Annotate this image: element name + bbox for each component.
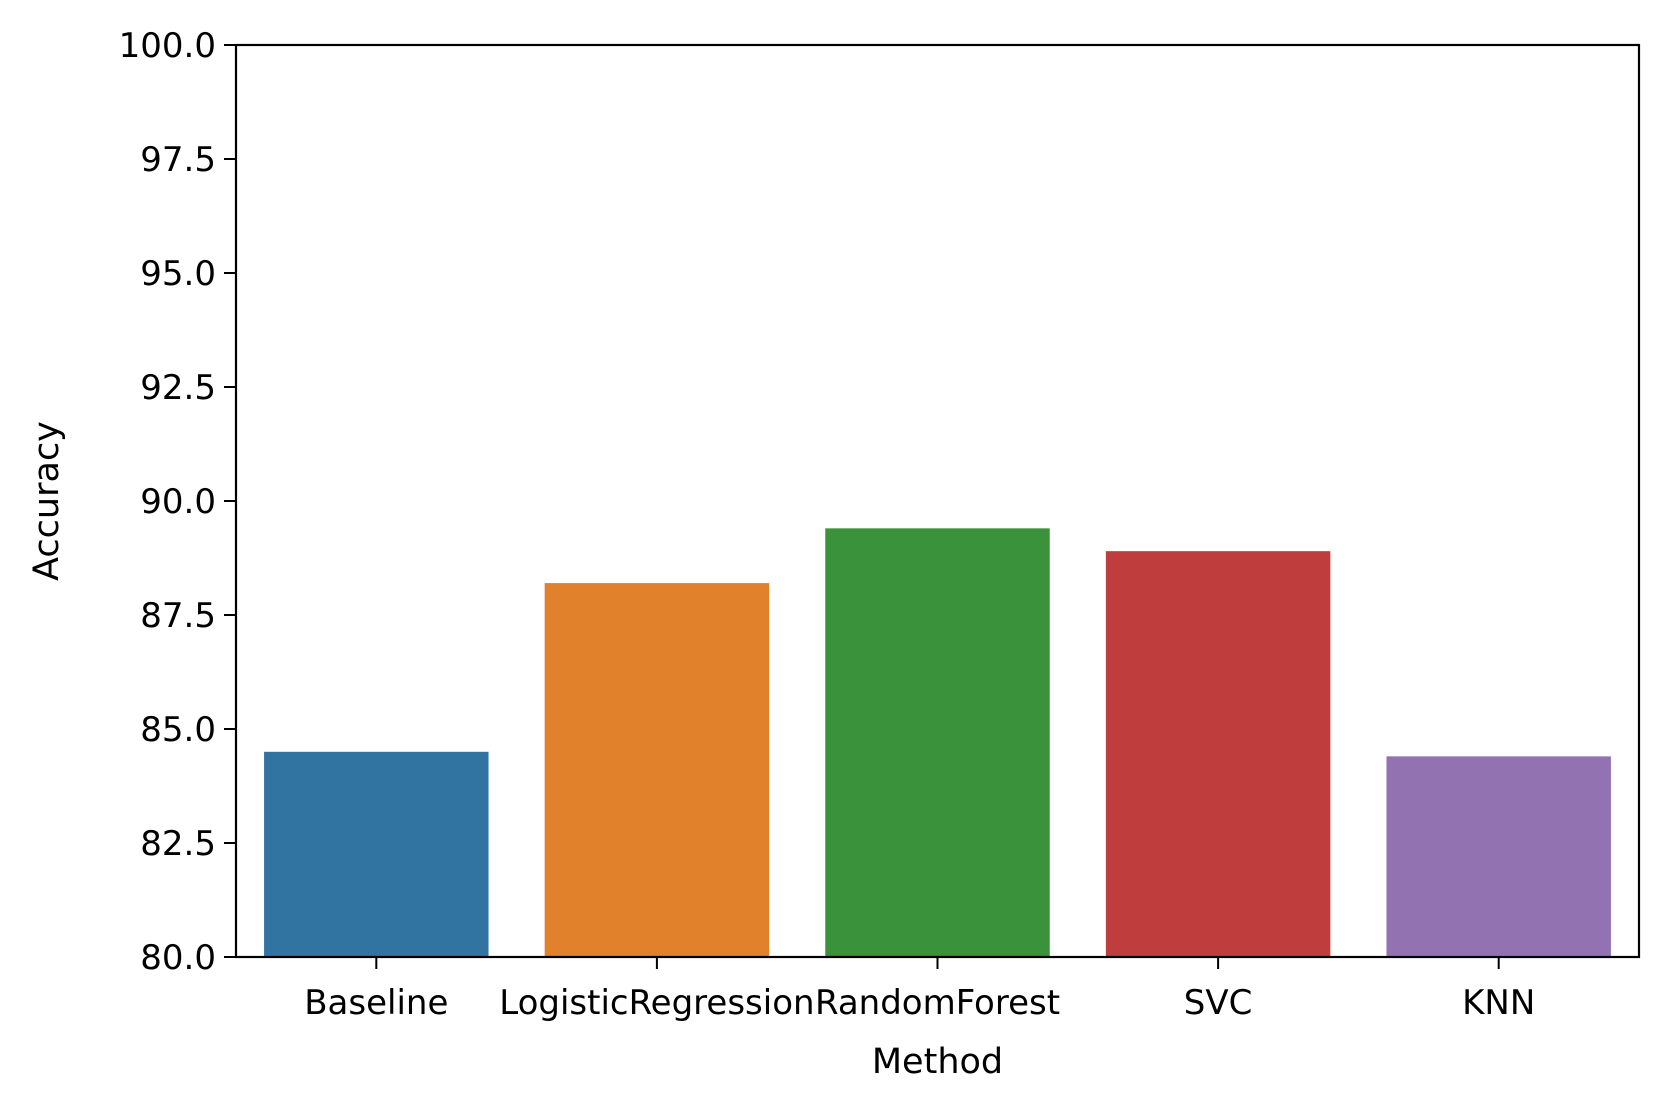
- x-axis-label: Method: [872, 1042, 1003, 1082]
- y-tick-label: 97.5: [140, 140, 216, 180]
- bar-knn: [1386, 756, 1611, 957]
- bar-randomforest: [825, 528, 1050, 957]
- x-tick-label: SVC: [1184, 983, 1253, 1023]
- x-tick-label: RandomForest: [815, 983, 1060, 1023]
- y-axis-ticks: 80.0 82.5 85.0 87.5 90.0 92.5 95.0 97.5 100.0: [119, 26, 236, 978]
- y-axis-label: Accuracy: [27, 421, 67, 581]
- bar-baseline: [264, 751, 489, 957]
- x-tick-label: Baseline: [304, 983, 448, 1023]
- y-tick-label: 90.0: [140, 482, 216, 522]
- plot-frame: [234, 43, 1641, 959]
- y-tick-label: 100.0: [119, 26, 216, 66]
- y-tick-label: 92.5: [140, 368, 216, 408]
- x-tick-label: KNN: [1462, 983, 1535, 1023]
- x-axis-ticks: Baseline LogisticRegression RandomForest SV…: [304, 957, 1535, 1023]
- y-tick-label: 95.0: [140, 254, 216, 294]
- y-tick-label: 82.5: [140, 824, 216, 864]
- bars-layer: [264, 528, 1611, 957]
- bar-svc: [1105, 551, 1331, 957]
- x-tick-label: LogisticRegression: [499, 983, 814, 1023]
- y-tick-label: 85.0: [140, 710, 216, 750]
- bar-logisticregression: [544, 583, 770, 957]
- y-tick-label: 87.5: [140, 596, 216, 636]
- y-tick-label: 80.0: [140, 938, 216, 978]
